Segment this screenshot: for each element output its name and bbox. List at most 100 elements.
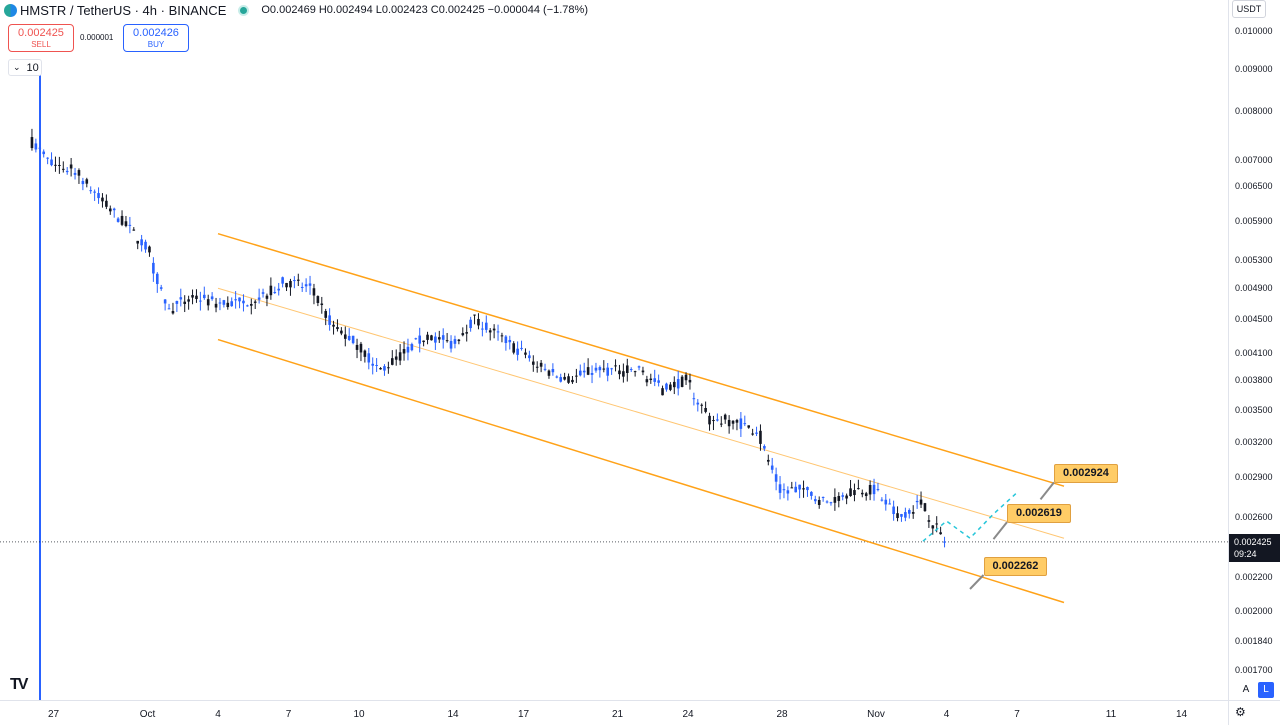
- candle-body: [606, 367, 610, 376]
- candle-body: [336, 327, 339, 330]
- candle-body: [637, 366, 641, 368]
- candle-body: [520, 347, 523, 349]
- candle-body: [876, 489, 880, 491]
- candle-body: [719, 423, 723, 425]
- candle-body: [766, 459, 770, 462]
- time-tick-label: 27: [47, 709, 60, 720]
- price-tick-label: 0.001700: [1235, 665, 1273, 675]
- tradingview-logo[interactable]: TV: [10, 676, 29, 693]
- time-tick-label: 7: [285, 709, 292, 720]
- buy-price: 0.002426: [133, 27, 179, 39]
- candle-body: [559, 377, 563, 382]
- candle-body: [665, 383, 668, 390]
- ohlc-readout: O0.002469 H0.002494 L0.002423 C0.002425 …: [261, 4, 588, 16]
- candle-body: [410, 344, 414, 351]
- time-tick-label: 10: [353, 709, 365, 720]
- sell-price: 0.002425: [18, 27, 64, 39]
- candle-body: [567, 376, 570, 383]
- price-tick-label: 0.002200: [1235, 572, 1273, 583]
- candlestick-chart[interactable]: [0, 0, 1228, 700]
- axis-corner: ⚙: [1228, 700, 1280, 725]
- gear-icon[interactable]: ⚙: [1235, 705, 1246, 719]
- candle-body: [602, 368, 606, 370]
- price-tick-label: 0.003500: [1235, 404, 1273, 415]
- candle-body: [629, 369, 633, 371]
- candle-body: [214, 303, 218, 308]
- candle-body: [763, 446, 766, 449]
- candle-body: [50, 159, 53, 166]
- candle-body: [183, 301, 187, 304]
- candle-body: [563, 376, 566, 380]
- candle-body: [426, 334, 429, 340]
- candle-body: [69, 164, 73, 169]
- candle-body: [625, 365, 629, 373]
- buy-button[interactable]: 0.002426 BUY: [123, 24, 189, 52]
- candle-body: [657, 380, 660, 383]
- time-tick-label: 28: [776, 709, 788, 720]
- candle-body: [692, 398, 696, 400]
- candle-body: [65, 170, 69, 173]
- candle-body: [152, 262, 155, 274]
- candle-body: [747, 425, 751, 428]
- currency-button[interactable]: USDT: [1232, 0, 1266, 18]
- candle-body: [853, 490, 856, 496]
- candle-body: [375, 364, 378, 366]
- candle-body: [30, 137, 34, 149]
- candle-body: [304, 284, 308, 287]
- candle-body: [680, 376, 684, 387]
- quantity-dropdown[interactable]: ⌄ 10: [8, 59, 42, 76]
- price-tick-label: 0.009000: [1235, 63, 1273, 74]
- candle-body: [888, 503, 892, 505]
- price-tick-label: 0.007000: [1235, 154, 1273, 165]
- candle-body: [528, 355, 531, 359]
- candle-body: [93, 191, 96, 193]
- candle-body: [144, 241, 147, 250]
- target-label[interactable]: 0.002262: [983, 556, 1048, 576]
- candle-body: [622, 371, 625, 377]
- symbol-title[interactable]: HMSTR / TetherUS · 4h · BINANCE: [20, 2, 227, 18]
- candle-body: [367, 353, 371, 363]
- candle-body: [61, 168, 65, 170]
- candle-body: [234, 299, 237, 301]
- sell-button[interactable]: 0.002425 SELL: [8, 24, 74, 52]
- price-tick-label: 0.004500: [1235, 313, 1273, 324]
- candle-body: [453, 339, 457, 344]
- candle-body: [128, 224, 132, 226]
- candle-body: [387, 367, 390, 369]
- price-axis[interactable]: USDT 0.010000 0.009000 0.008000 0.007000 0.0…: [1228, 0, 1280, 700]
- chart-plot-area[interactable]: HMSTR / TetherUS · 4h · BINANCE O0.00246…: [0, 0, 1228, 700]
- candle-body: [884, 499, 888, 505]
- candle-body: [175, 300, 179, 304]
- candle-body: [191, 295, 194, 298]
- candle-body: [281, 277, 284, 284]
- market-status-icon[interactable]: [240, 6, 248, 14]
- auto-scale-button[interactable]: A: [1242, 684, 1250, 695]
- candle-body: [543, 368, 547, 370]
- target-label[interactable]: 0.002619: [1007, 504, 1071, 524]
- candle-body: [481, 328, 484, 330]
- candle-body: [293, 280, 296, 282]
- time-axis[interactable]: 27 Oct 4 7 10 14 17 21 24 28 Nov 4 7 11 14: [0, 700, 1228, 725]
- candle-body: [465, 332, 469, 334]
- candle-body: [312, 288, 316, 296]
- candle-body: [669, 384, 672, 390]
- log-scale-button[interactable]: L: [1258, 682, 1274, 698]
- price-tick-label: 0.003200: [1235, 436, 1273, 447]
- candle-body: [261, 292, 265, 294]
- candle-body: [939, 532, 942, 535]
- candle-body: [727, 419, 731, 427]
- target-label[interactable]: 0.002924: [1054, 464, 1118, 484]
- candle-body: [343, 334, 347, 339]
- candle-body: [402, 349, 406, 354]
- candle-body: [340, 330, 343, 334]
- time-tick-label: 21: [611, 709, 624, 720]
- time-tick-label: 24: [682, 709, 694, 720]
- candle-body: [759, 430, 762, 444]
- current-price-value: 0.002425: [1234, 536, 1272, 547]
- time-tick-label: 14: [447, 709, 459, 720]
- candle-body: [841, 495, 845, 497]
- candle-body: [653, 378, 657, 382]
- candle-body: [328, 315, 331, 325]
- price-tick-label: 0.001840: [1235, 636, 1273, 647]
- candle-body: [473, 314, 476, 316]
